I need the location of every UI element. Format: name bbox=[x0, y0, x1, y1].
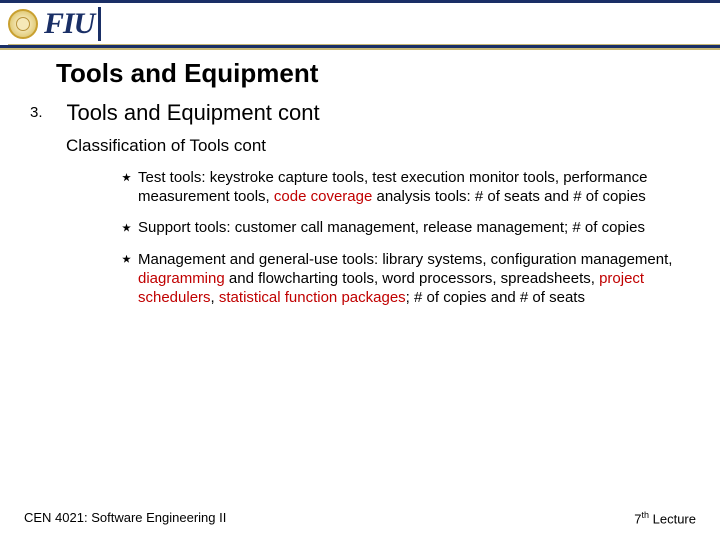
section-heading: Tools and Equipment cont bbox=[66, 100, 319, 126]
footer-lecture-number: 7 bbox=[634, 511, 641, 526]
header-inner: FIU bbox=[8, 3, 720, 45]
list-item: Support tools: customer call management,… bbox=[122, 218, 690, 237]
slide-title: Tools and Equipment bbox=[56, 58, 318, 89]
footer: CEN 4021: Software Engineering II 7th Le… bbox=[24, 510, 696, 526]
bullet-text: and flowcharting tools, word processors,… bbox=[225, 270, 599, 287]
bullet-list: Test tools: keystroke capture tools, tes… bbox=[122, 168, 690, 307]
numbered-row: 3. Tools and Equipment cont bbox=[30, 100, 690, 136]
list-item: Test tools: keystroke capture tools, tes… bbox=[122, 168, 690, 206]
sub-heading: Classification of Tools cont bbox=[66, 136, 690, 156]
slide-content: 3. Tools and Equipment cont Classificati… bbox=[30, 100, 690, 319]
footer-ordinal-suffix: th bbox=[642, 510, 650, 520]
bullet-text: Management and general-use tools: librar… bbox=[138, 251, 672, 268]
highlight-text: diagramming bbox=[138, 270, 225, 287]
header-gold-underline bbox=[0, 48, 720, 50]
footer-lecture-label: Lecture bbox=[649, 511, 696, 526]
footer-right: 7th Lecture bbox=[634, 510, 696, 526]
bullet-text: , bbox=[211, 289, 219, 306]
fiu-logo-text: FIU bbox=[44, 7, 94, 41]
header-bar: FIU bbox=[0, 0, 720, 48]
highlight-text: statistical function packages bbox=[219, 289, 406, 306]
fiu-logo-bar bbox=[98, 7, 101, 41]
university-seal-icon bbox=[8, 9, 38, 39]
fiu-logo: FIU bbox=[44, 3, 101, 44]
list-number: 3. bbox=[30, 100, 62, 121]
highlight-text: code coverage bbox=[274, 188, 372, 205]
bullet-text: ; # of copies and # of seats bbox=[406, 289, 585, 306]
footer-left: CEN 4021: Software Engineering II bbox=[24, 510, 226, 526]
bullet-text: analysis tools: # of seats and # of copi… bbox=[372, 188, 646, 205]
list-item: Management and general-use tools: librar… bbox=[122, 250, 690, 308]
bullet-text: Support tools: customer call management,… bbox=[138, 219, 645, 236]
